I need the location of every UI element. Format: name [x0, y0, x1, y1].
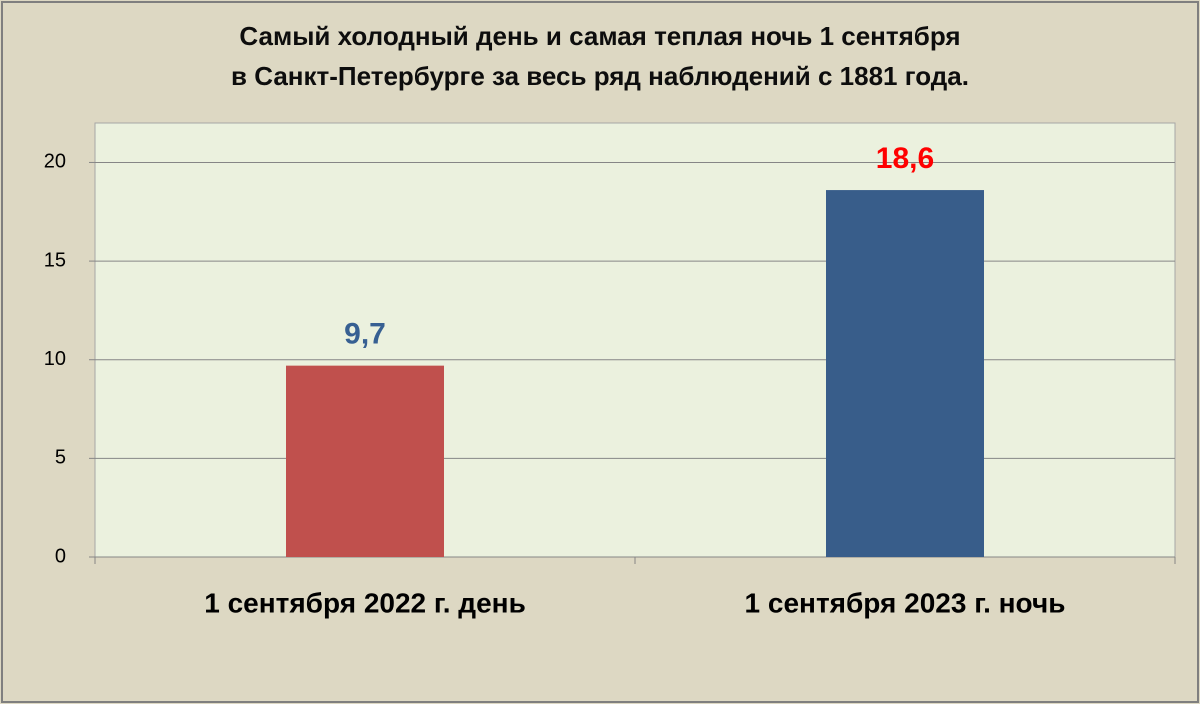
y-tick-label: 10 — [44, 348, 66, 370]
data-label: 9,7 — [344, 318, 386, 351]
y-tick-label: 15 — [44, 249, 66, 271]
y-tick-label: 0 — [55, 545, 66, 567]
bar — [286, 365, 444, 557]
plot-area — [94, 122, 1176, 558]
chart-title: в Санкт-Петербурге за весь ряд наблюдени… — [231, 61, 969, 91]
y-tick-label: 5 — [55, 447, 66, 469]
y-tick-label: 20 — [44, 151, 66, 173]
bar — [826, 190, 984, 557]
chart-title: Самый холодный день и самая теплая ночь … — [239, 21, 960, 51]
data-label: 18,6 — [876, 142, 934, 175]
x-tick-label: 1 сентября 2023 г. ночь — [745, 587, 1066, 618]
x-tick-label: 1 сентября 2022 г. день — [204, 587, 526, 618]
